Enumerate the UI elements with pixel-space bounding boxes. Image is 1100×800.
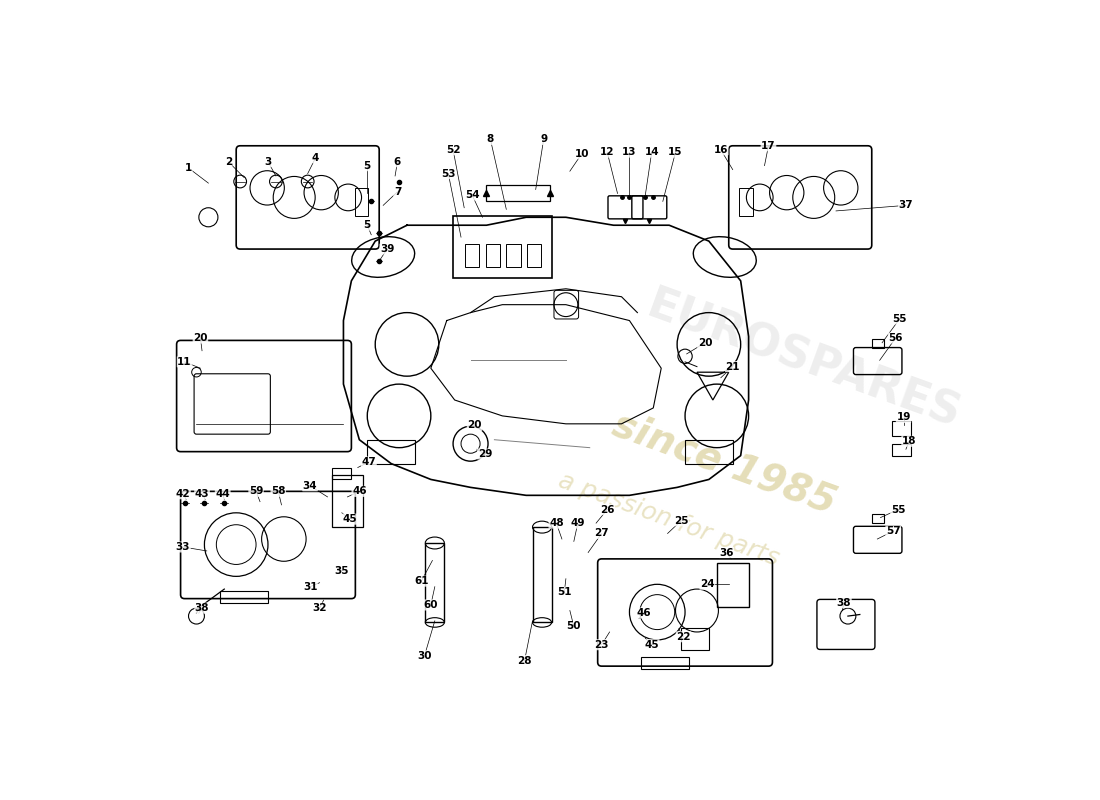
Text: since 1985: since 1985 — [608, 406, 842, 522]
Bar — [685, 440, 733, 463]
Text: 55: 55 — [891, 505, 905, 514]
Text: 3: 3 — [264, 157, 272, 166]
Text: 33: 33 — [176, 542, 190, 552]
Text: 11: 11 — [177, 357, 191, 367]
Text: 45: 45 — [645, 640, 659, 650]
Text: 31: 31 — [302, 582, 317, 592]
Text: 7: 7 — [394, 187, 402, 197]
Text: 46: 46 — [637, 608, 651, 618]
Text: 60: 60 — [424, 600, 438, 610]
Text: 59: 59 — [249, 486, 263, 496]
Bar — [892, 444, 912, 456]
Bar — [486, 186, 550, 202]
Bar — [367, 440, 415, 463]
Bar — [681, 628, 708, 650]
Text: 32: 32 — [312, 603, 327, 613]
Text: 24: 24 — [700, 579, 715, 590]
Text: 12: 12 — [600, 147, 615, 157]
Text: 37: 37 — [899, 200, 913, 210]
Text: 14: 14 — [645, 147, 659, 157]
Text: 15: 15 — [669, 147, 683, 157]
Text: 44: 44 — [216, 489, 230, 498]
Text: 48: 48 — [549, 518, 563, 528]
Text: 43: 43 — [195, 489, 209, 498]
Text: 53: 53 — [441, 169, 455, 178]
Text: 19: 19 — [896, 413, 911, 422]
Text: 16: 16 — [714, 145, 728, 154]
Text: 20: 20 — [194, 333, 208, 343]
Text: 51: 51 — [557, 587, 572, 598]
Text: 39: 39 — [379, 244, 394, 254]
Bar — [331, 467, 351, 479]
Bar — [892, 422, 912, 436]
Bar — [506, 244, 520, 266]
Text: 23: 23 — [594, 640, 609, 650]
Text: 20: 20 — [697, 338, 712, 348]
Text: 42: 42 — [176, 489, 190, 498]
Text: 26: 26 — [600, 505, 615, 514]
Text: 28: 28 — [517, 655, 531, 666]
Text: 21: 21 — [726, 362, 740, 372]
Text: 2: 2 — [224, 157, 232, 166]
Text: 46: 46 — [352, 486, 366, 496]
Text: 35: 35 — [334, 566, 349, 576]
Text: 58: 58 — [271, 486, 286, 496]
Text: 57: 57 — [886, 526, 901, 536]
Bar — [426, 543, 444, 622]
Text: 38: 38 — [837, 598, 851, 607]
Text: 55: 55 — [892, 314, 906, 324]
Text: 22: 22 — [676, 632, 691, 642]
Bar — [872, 339, 883, 348]
Bar — [532, 527, 551, 622]
Bar — [527, 244, 541, 266]
Text: 8: 8 — [487, 134, 494, 145]
Text: 4: 4 — [312, 153, 319, 162]
Text: 56: 56 — [889, 333, 903, 343]
Text: 47: 47 — [362, 457, 376, 467]
Bar — [717, 563, 749, 606]
Text: 49: 49 — [571, 518, 585, 528]
Text: 54: 54 — [465, 190, 480, 200]
Text: 34: 34 — [302, 481, 318, 490]
Text: 29: 29 — [477, 449, 492, 459]
Text: 6: 6 — [394, 157, 402, 166]
Bar — [872, 514, 883, 523]
Text: 30: 30 — [417, 651, 431, 661]
Text: 38: 38 — [195, 603, 209, 613]
Text: 5: 5 — [364, 161, 371, 170]
Text: a passion for parts: a passion for parts — [556, 468, 783, 570]
Text: 1: 1 — [185, 163, 192, 173]
Bar — [220, 590, 268, 602]
Bar — [331, 475, 363, 527]
Text: 10: 10 — [574, 149, 589, 158]
Text: 18: 18 — [902, 436, 916, 446]
Text: 27: 27 — [594, 529, 609, 538]
Bar — [486, 244, 500, 266]
Text: 61: 61 — [414, 576, 429, 586]
Text: EUROSPARES: EUROSPARES — [641, 283, 967, 437]
Bar — [739, 188, 754, 217]
Text: 5: 5 — [364, 220, 371, 230]
Text: 36: 36 — [719, 547, 734, 558]
Text: 25: 25 — [674, 516, 689, 526]
Bar — [465, 244, 480, 266]
Text: 52: 52 — [446, 145, 460, 154]
Text: 50: 50 — [566, 622, 581, 631]
Bar — [355, 188, 368, 217]
Text: 45: 45 — [342, 514, 358, 524]
Text: 13: 13 — [623, 147, 637, 157]
Text: 9: 9 — [540, 134, 547, 145]
Text: 20: 20 — [468, 421, 482, 430]
Bar — [641, 657, 689, 669]
Text: 17: 17 — [761, 141, 776, 150]
